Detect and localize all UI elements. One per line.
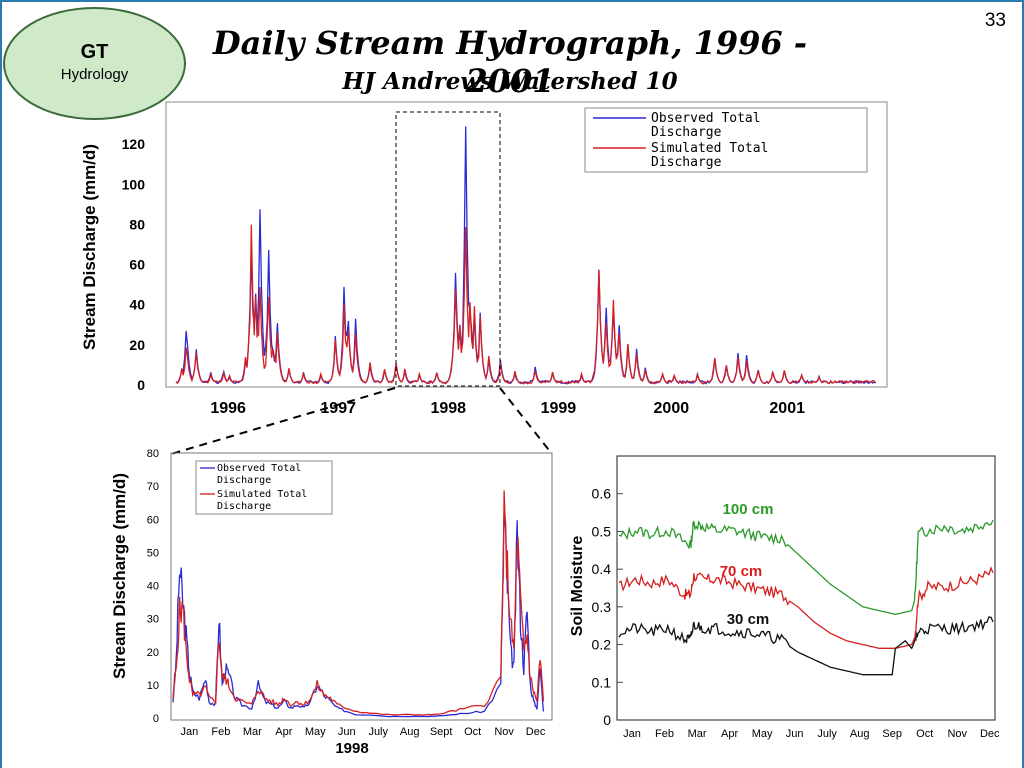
chart2-legend-simulated-label-2: Discharge — [217, 501, 271, 512]
chart2-xtick-label: July — [368, 726, 388, 738]
chart3-series-100-cm-line — [618, 519, 994, 616]
gt-hydrology-logo: GT Hydrology — [3, 7, 186, 120]
chart3-xtick-label: Aug — [850, 728, 870, 740]
chart2-xtick-label: Mar — [243, 726, 262, 738]
chart3-ytick-label: 0.3 — [592, 599, 612, 615]
chart1-ytick-label: 40 — [129, 297, 145, 313]
chart2-xtick-label: Dec — [526, 726, 546, 738]
chart3-plot-frame — [616, 455, 996, 721]
chart1-legend-observed-label-1: Observed Total — [651, 111, 761, 126]
chart2-ytick-label: 0 — [153, 713, 159, 725]
chart3-ylabel: Soil Moisture — [569, 536, 586, 637]
chart1-ytick-label: 0 — [137, 377, 145, 393]
chart2-xtick-label: Aug — [400, 726, 420, 738]
logo-main-text: GT — [80, 41, 109, 63]
slide-frame-left — [0, 0, 2, 768]
slide-frame-top — [0, 0, 1024, 2]
chart3-ytick-label: 0.6 — [592, 486, 612, 502]
chart2-xtick-label: Oct — [464, 726, 481, 738]
chart3-xtick-label: Dec — [980, 728, 1000, 740]
page-subtitle: HJ Andrews Watershed 10 — [342, 68, 678, 95]
chart2-xtick-label: Sept — [430, 726, 453, 738]
chart2-ytick-label: 60 — [147, 514, 159, 526]
chart2-ytick-label: 20 — [147, 647, 159, 659]
slide-frame-right — [1022, 0, 1024, 768]
chart3-xtick-label: Sep — [882, 728, 902, 740]
chart2-observed-series-line — [172, 512, 545, 718]
chart1-legend-simulated-label-2: Discharge — [651, 155, 722, 170]
chart1-legend-observed-label-2: Discharge — [651, 125, 722, 140]
chart1-ytick-label: 80 — [129, 216, 145, 232]
chart2-ytick-label: 10 — [147, 680, 159, 692]
chart1-plot-frame — [165, 101, 888, 388]
chart3-xtick-label: Feb — [655, 728, 674, 740]
chart3-ytick-label: 0 — [603, 712, 611, 728]
chart2-plot-frame — [170, 452, 553, 721]
chart2-xlabel: 1998 — [335, 740, 368, 757]
chart2-legend-observed-label-1: Observed Total — [217, 463, 301, 474]
chart1-ylabel: Stream Discharge (mm/d) — [80, 144, 99, 350]
chart3-ytick-label: 0.1 — [592, 674, 612, 690]
chart2-ytick-label: 70 — [147, 481, 159, 493]
chart1-ytick-label: 60 — [129, 257, 145, 273]
chart2-ytick-label: 50 — [147, 547, 159, 559]
chart1-xtick-label: 2000 — [654, 400, 690, 417]
chart1-legend-simulated-label-1: Simulated Total — [651, 141, 768, 156]
chart2-ytick-label: 30 — [147, 614, 159, 626]
zoom-connector-right — [499, 387, 553, 455]
chart2-legend-observed-label-2: Discharge — [217, 475, 271, 486]
chart1-ytick-label: 20 — [129, 337, 145, 353]
chart2-ytick-label: 40 — [147, 581, 159, 593]
chart3-ytick-label: 0.2 — [592, 637, 612, 653]
chart2-simulated-series-line — [172, 490, 545, 716]
chart3-xtick-label: Mar — [688, 728, 707, 740]
chart1-xtick-label: 1996 — [210, 400, 246, 417]
chart3-xtick-label: July — [817, 728, 837, 740]
zoom-connector-left — [170, 387, 396, 455]
chart2-legend-box — [195, 460, 333, 515]
chart3-series-100-cm-label: 100 cm — [723, 501, 774, 518]
chart3-xtick-label: Jan — [623, 728, 641, 740]
chart2-xtick-label: Nov — [494, 726, 514, 738]
chart1-xtick-label: 2001 — [769, 400, 805, 417]
chart2-legend-simulated-label-1: Simulated Total — [217, 489, 307, 500]
chart3-xtick-label: Apr — [721, 728, 738, 740]
chart1-xtick-label: 1999 — [541, 400, 577, 417]
chart1-ytick-label: 100 — [122, 176, 146, 192]
chart2-xtick-label: May — [305, 726, 326, 738]
chart3-ytick-label: 0.4 — [592, 561, 612, 577]
chart2-ylabel: Stream Discharge (mm/d) — [110, 473, 129, 679]
logo-sub-text: Hydrology — [60, 66, 129, 83]
chart2-xtick-label: Jan — [181, 726, 199, 738]
chart3-ytick-label: 0.5 — [592, 523, 612, 539]
page-number: 33 — [984, 10, 1006, 31]
chart3-xtick-label: Oct — [916, 728, 933, 740]
chart3-xtick-label: Nov — [947, 728, 967, 740]
chart1-xtick-label: 1997 — [320, 400, 356, 417]
chart3-xtick-label: May — [752, 728, 773, 740]
chart1-xtick-label: 1998 — [430, 400, 466, 417]
chart3-series-70-cm-line — [618, 566, 994, 649]
chart3-series-30-cm-label: 30 cm — [727, 611, 770, 628]
chart3-series-30-cm-line — [618, 616, 994, 676]
chart3-xtick-label: Jun — [786, 728, 804, 740]
chart1-zoom-box — [395, 111, 501, 387]
chart2-xtick-label: Apr — [275, 726, 292, 738]
chart2-ytick-label: 80 — [147, 448, 159, 460]
chart2-xtick-label: Jun — [338, 726, 356, 738]
page-title: Daily Stream Hydrograph, 1996 - 2001 — [212, 24, 808, 100]
chart2-xtick-label: Feb — [211, 726, 230, 738]
chart3-series-70-cm-label: 70 cm — [720, 563, 763, 580]
chart1-ytick-label: 120 — [122, 136, 146, 152]
chart1-simulated-series-line — [175, 224, 877, 385]
